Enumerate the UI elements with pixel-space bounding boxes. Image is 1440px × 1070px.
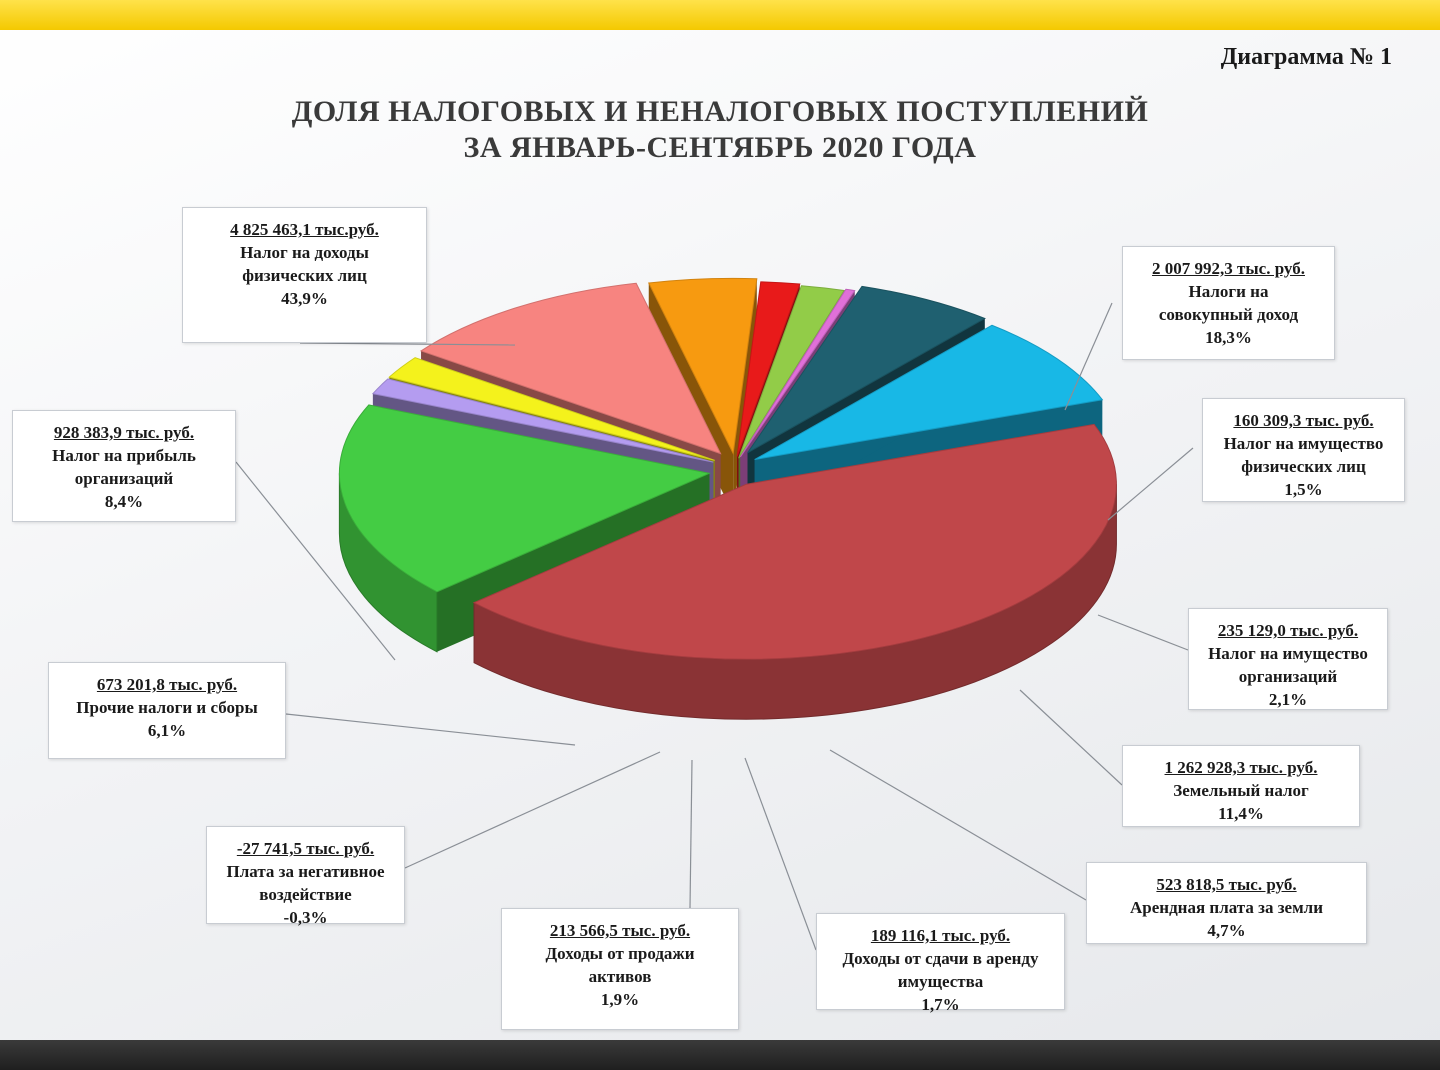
data-label: 673 201,8 тыс. руб. Прочие налоги и сборы… <box>48 662 286 759</box>
data-label-percent: 11,4% <box>1218 804 1264 823</box>
data-label-percent: 18,3% <box>1205 328 1252 347</box>
data-label: -27 741,5 тыс. руб. Плата за негативное в… <box>206 826 405 927</box>
top-yellow-band <box>0 0 1440 30</box>
data-label-name: Земельный налог <box>1173 781 1309 800</box>
chart-title-line-2: ЗА ЯНВАРЬ-СЕНТЯБРЬ 2020 ГОДА <box>463 131 977 164</box>
data-label-name: Доходы от сдачи в аренду имущества <box>842 949 1039 991</box>
leader-lines <box>235 302 1194 951</box>
data-label-percent: 1,7% <box>921 995 960 1014</box>
data-label-value: 523 818,5 тыс. руб. <box>1156 875 1297 894</box>
data-label: 2 007 992,3 тыс. руб. Налоги на совокупны… <box>1122 246 1335 360</box>
pie-slice-top <box>747 285 986 454</box>
pie-slice-top <box>338 404 712 593</box>
data-label-value: -27 741,5 тыс. руб. <box>236 839 375 858</box>
data-label-name: Доходы от продажи активов <box>545 944 695 986</box>
pie-slice-top <box>371 378 714 463</box>
pie-slice-top <box>754 324 1104 461</box>
data-label: 189 116,1 тыс. руб. Доходы от сдачи в аре… <box>816 913 1065 1014</box>
data-label: 235 129,0 тыс. руб. Налог на имущество ор… <box>1188 608 1388 710</box>
leader-line <box>1097 614 1189 651</box>
data-label-value: 213 566,5 тыс. руб. <box>549 921 691 940</box>
pie-slice-top <box>738 285 846 459</box>
leader-line <box>1107 447 1194 521</box>
data-label-value: 4 825 463,1 тыс.руб. <box>230 220 379 239</box>
data-label-percent: 43,9% <box>281 289 328 308</box>
data-label-name: Налог на имущество физических лиц <box>1223 434 1384 476</box>
data-label-value: 2 007 992,3 тыс. руб. <box>1152 259 1305 278</box>
leader-line <box>689 759 693 909</box>
chart-title: ДОЛЯ НАЛОГОВЫХ И НЕНАЛОГОВЫХ ПОСТУПЛЕНИЙ… <box>220 94 1220 166</box>
data-label-name: Арендная плата за земли <box>1130 898 1323 917</box>
data-label-percent: 4,7% <box>1207 921 1246 940</box>
data-label-name: Налог на доходы физических лиц <box>240 243 369 285</box>
data-label-percent: 8,4% <box>104 492 144 511</box>
data-label-name: Прочие налоги и сборы <box>76 698 258 717</box>
leader-line <box>744 757 817 951</box>
leader-line <box>285 713 576 746</box>
diagram-number: Диаграмма № 1 <box>1220 44 1392 70</box>
pie-slices <box>338 277 1117 720</box>
leader-line <box>235 461 396 661</box>
leader-line <box>1064 302 1113 411</box>
data-label-name: Налоги на совокупный доход <box>1158 282 1299 324</box>
data-label-percent: 1,5% <box>1284 480 1323 499</box>
data-label-percent: 2,1% <box>1268 690 1308 709</box>
pie-slice-top <box>739 288 856 458</box>
leader-line <box>299 342 516 346</box>
data-label-percent: -0,3% <box>283 908 328 927</box>
data-label: 1 262 928,3 тыс. руб. Земельный налог 11,4… <box>1122 745 1360 827</box>
data-label: 213 566,5 тыс. руб. Доходы от продажи акт… <box>501 908 739 1030</box>
data-label-value: 928 383,9 тыс. руб. <box>53 423 195 442</box>
pie-slice <box>472 423 1117 720</box>
data-label-value: 189 116,1 тыс. руб. <box>870 926 1011 945</box>
data-label-name: Налог на прибыль организаций <box>52 446 196 488</box>
pie-slice-top <box>419 282 722 455</box>
data-label: 160 309,3 тыс. руб. Налог на имущество фи… <box>1202 398 1405 502</box>
data-label-value: 1 262 928,3 тыс. руб. <box>1164 758 1318 777</box>
data-label-value: 160 309,3 тыс. руб. <box>1233 411 1374 430</box>
pie-slice-top <box>736 281 801 457</box>
data-label: 928 383,9 тыс. руб. Налог на прибыль орга… <box>12 410 236 522</box>
bottom-dark-band <box>0 1040 1440 1070</box>
leader-line <box>1019 689 1123 786</box>
data-label-percent: 6,1% <box>147 721 187 740</box>
pie-slice-top <box>647 277 758 456</box>
chart-title-line-1: ДОЛЯ НАЛОГОВЫХ И НЕНАЛОГОВЫХ ПОСТУПЛЕНИЙ <box>291 95 1149 128</box>
data-label-name: Налог на имущество организаций <box>1208 644 1368 686</box>
data-label: 4 825 463,1 тыс.руб. Налог на доходы физи… <box>182 207 427 343</box>
data-label: 523 818,5 тыс. руб. Арендная плата за зем… <box>1086 862 1367 944</box>
pie-slice-top <box>388 357 715 461</box>
leader-line <box>829 749 1087 901</box>
data-label-name: Плата за негативное воздействие <box>226 862 385 904</box>
data-label-percent: 1,9% <box>600 990 640 1009</box>
leader-line <box>404 751 661 869</box>
data-label-value: 673 201,8 тыс. руб. <box>96 675 238 694</box>
data-label-value: 235 129,0 тыс. руб. <box>1217 621 1359 640</box>
pie-slice-top <box>472 423 1117 660</box>
